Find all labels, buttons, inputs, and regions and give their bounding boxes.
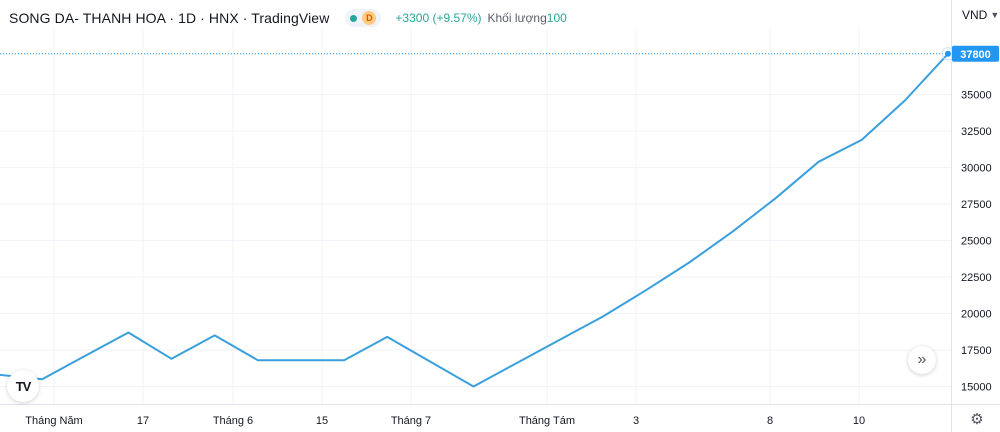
x-tick-label: 3 (633, 415, 639, 427)
last-point-marker (945, 50, 951, 57)
currency-selector[interactable]: VND ▼ (962, 8, 999, 22)
chart-header: SONG DA- THANH HOA · 1D · HNX · TradingV… (9, 8, 567, 28)
y-tick-label: 25000 (961, 236, 992, 248)
x-tick-label: Tháng Năm (25, 415, 82, 427)
market-status[interactable]: D (345, 9, 382, 27)
currency-label: VND (962, 8, 988, 22)
y-tick-label: 15000 (961, 381, 992, 393)
y-tick-label: 35000 (961, 90, 992, 102)
x-tick-label: Tháng 7 (391, 415, 431, 427)
y-tick-label: 32500 (961, 126, 992, 138)
x-tick-label: 10 (853, 415, 865, 427)
y-tick-label: 22500 (961, 272, 992, 284)
y-tick-label: 20000 (961, 309, 992, 321)
x-tick-label: Tháng 6 (213, 415, 253, 427)
chevron-down-icon: ▼ (990, 10, 1000, 20)
x-tick-label: Tháng Tám (519, 415, 575, 427)
last-price-label: 37800 (960, 49, 991, 61)
last-price-tag (952, 45, 999, 62)
y-tick-label: 17500 (961, 345, 992, 357)
scroll-to-realtime-button[interactable]: » (908, 346, 936, 374)
x-tick-label: 15 (316, 415, 328, 427)
symbol-title[interactable]: SONG DA- THANH HOA · 1D · HNX · TradingV… (9, 10, 330, 26)
volume-value: 100 (546, 11, 567, 25)
double-chevron-right-icon: » (917, 351, 927, 368)
y-tick-label: 30000 (961, 163, 992, 175)
volume-label: Khối lượng (487, 11, 547, 25)
status-badge: D (362, 11, 377, 25)
price-change: +3300 (+9.57%) (395, 11, 482, 25)
x-tick-label: 17 (137, 415, 149, 427)
settings-gear-icon[interactable]: ⚙ (970, 411, 984, 428)
market-open-dot-icon (350, 14, 358, 22)
x-tick-label: 8 (767, 415, 773, 427)
tradingview-logo-icon[interactable]: TV (7, 370, 39, 402)
y-tick-label: 27500 (961, 199, 992, 211)
price-line (0, 53, 949, 388)
